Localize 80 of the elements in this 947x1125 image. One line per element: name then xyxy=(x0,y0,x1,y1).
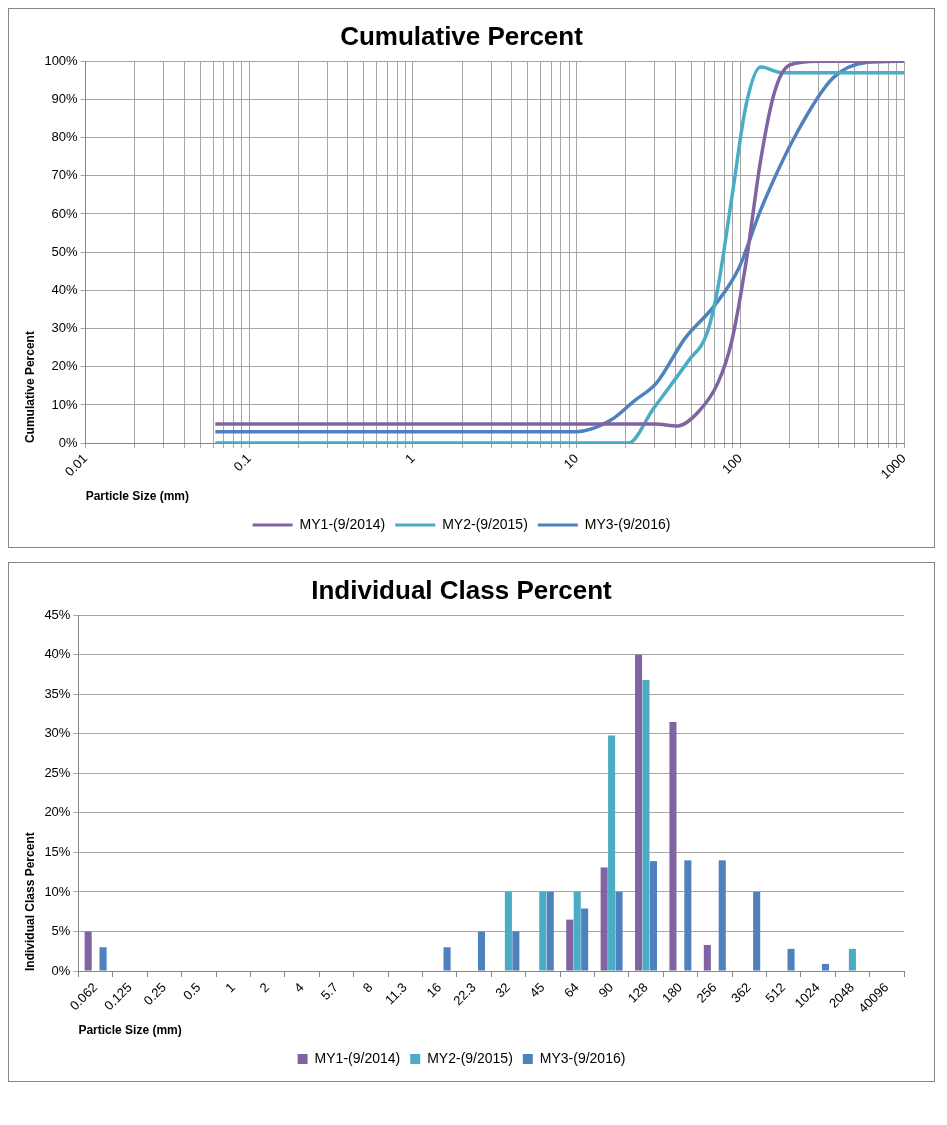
bar xyxy=(573,891,581,971)
y-tick-label: 45% xyxy=(44,606,71,622)
bar xyxy=(649,861,657,971)
x-tick-label: 8 xyxy=(359,979,376,996)
bar xyxy=(539,891,547,971)
x-tick-label: 64 xyxy=(561,979,582,1001)
bar xyxy=(642,680,650,971)
chart-title: Cumulative Percent xyxy=(340,20,584,51)
bar xyxy=(821,963,829,971)
x-tick-label: 128 xyxy=(624,979,651,1006)
x-axis-title: Particle Size (mm) xyxy=(85,489,190,504)
y-axis-title: Cumulative Percent xyxy=(22,331,37,444)
bar xyxy=(477,931,485,971)
x-tick-label: 100 xyxy=(719,450,745,477)
bar xyxy=(787,948,795,971)
bar xyxy=(512,931,520,971)
y-tick-label: 20% xyxy=(44,804,71,820)
legend-label: MY3-(9/2016) xyxy=(539,1049,626,1066)
bar xyxy=(718,860,726,971)
y-tick-label: 35% xyxy=(44,685,71,701)
legend-label: MY2-(9/2015) xyxy=(427,1049,513,1066)
x-tick-label: 1 xyxy=(222,979,238,996)
y-tick-label: 5% xyxy=(51,923,71,939)
y-tick-label: 60% xyxy=(51,205,79,221)
x-tick-label: 180 xyxy=(659,979,686,1006)
bar xyxy=(753,891,761,971)
bar xyxy=(669,721,677,971)
x-tick-label: 1 xyxy=(401,450,418,467)
legend-label: MY3-(9/2016) xyxy=(584,515,671,532)
x-tick-label: 2 xyxy=(256,979,273,996)
bar xyxy=(703,944,711,971)
y-tick-label: 40% xyxy=(44,646,71,662)
bar xyxy=(566,919,574,971)
y-tick-label: 10% xyxy=(51,396,79,412)
bar xyxy=(684,860,692,971)
x-tick-label: 0.1 xyxy=(230,450,254,475)
y-axis-title: Individual Class Percent xyxy=(22,832,37,972)
bar xyxy=(600,867,608,971)
bar xyxy=(546,891,554,971)
bar xyxy=(848,948,856,971)
x-tick-label: 10 xyxy=(560,450,582,472)
x-tick-label: 32 xyxy=(492,979,514,1001)
y-tick-label: 70% xyxy=(51,167,79,183)
y-tick-label: 30% xyxy=(44,725,71,741)
y-tick-label: 20% xyxy=(51,358,79,374)
legend-label: MY1-(9/2014) xyxy=(299,515,386,532)
y-tick-label: 40% xyxy=(51,281,79,297)
x-axis-title: Particle Size (mm) xyxy=(78,1023,182,1038)
x-tick-label: 4 xyxy=(290,979,307,996)
chart-title: Individual Class Percent xyxy=(311,574,613,605)
y-tick-label: 50% xyxy=(51,243,79,259)
y-tick-label: 80% xyxy=(51,129,79,145)
x-tick-label: 90 xyxy=(595,979,617,1001)
x-tick-label: 256 xyxy=(693,979,720,1006)
y-tick-label: 0% xyxy=(58,434,79,450)
x-tick-label: 5.7 xyxy=(317,979,342,1003)
y-tick-label: 100% xyxy=(44,52,79,68)
bar xyxy=(504,891,512,971)
y-tick-label: 0% xyxy=(51,962,71,978)
bar xyxy=(608,735,616,971)
x-tick-label: 362 xyxy=(727,979,754,1006)
x-tick-label: 0.01 xyxy=(61,450,91,480)
legend-label: MY1-(9/2014) xyxy=(314,1049,401,1066)
bar xyxy=(99,947,107,971)
legend-label: MY2-(9/2015) xyxy=(442,515,528,532)
x-tick-label: 0.5 xyxy=(180,979,204,1003)
bar xyxy=(84,931,92,971)
bar xyxy=(443,947,451,971)
y-tick-label: 25% xyxy=(44,764,71,780)
y-tick-label: 90% xyxy=(51,90,79,106)
x-tick-label: 45 xyxy=(526,979,548,1001)
x-tick-label: 512 xyxy=(762,979,789,1006)
y-tick-label: 10% xyxy=(44,883,71,899)
x-tick-label: 11.3 xyxy=(382,979,410,1008)
bar xyxy=(635,654,643,971)
bar xyxy=(581,908,589,971)
x-tick-label: 16 xyxy=(423,979,445,1001)
bar xyxy=(615,891,623,971)
y-tick-label: 15% xyxy=(44,843,71,859)
y-tick-label: 30% xyxy=(51,320,79,336)
